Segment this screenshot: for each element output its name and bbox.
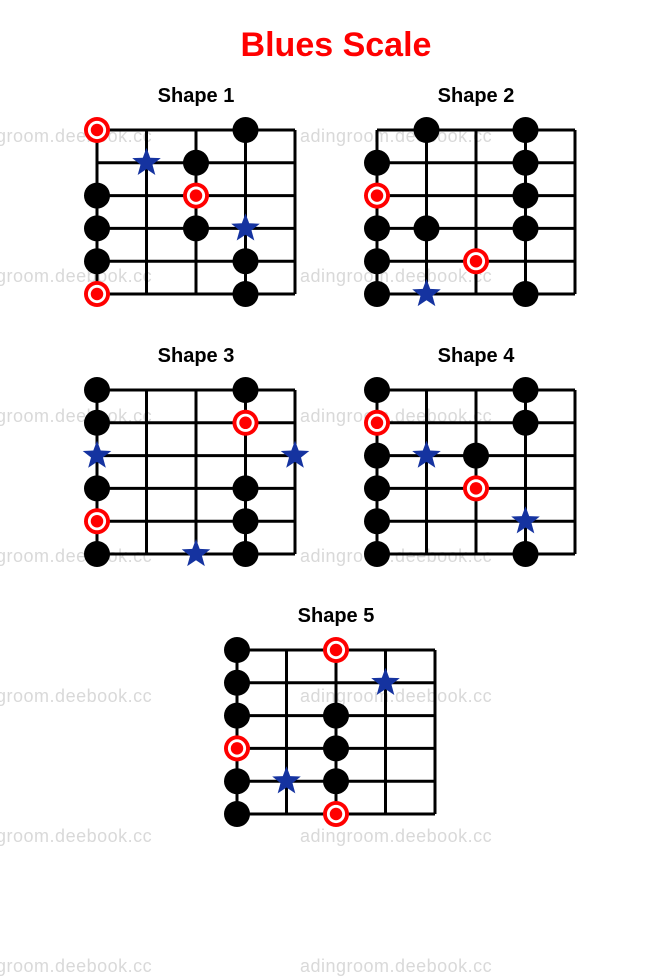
note-dot — [224, 670, 250, 696]
root-note-dot — [91, 515, 103, 527]
note-dot — [463, 443, 489, 469]
note-dot — [233, 541, 259, 567]
note-dot — [364, 150, 390, 176]
note-dot — [364, 281, 390, 307]
shape-title: Shape 2 — [438, 85, 515, 108]
root-note-dot — [239, 417, 251, 429]
note-dot — [84, 183, 110, 209]
note-dot — [233, 248, 259, 274]
note-dot — [513, 117, 539, 143]
fretboard — [361, 374, 591, 575]
note-dot — [84, 541, 110, 567]
note-dot — [364, 377, 390, 403]
note-dot — [323, 735, 349, 761]
note-dot — [364, 541, 390, 567]
note-dot — [224, 703, 250, 729]
note-dot — [513, 183, 539, 209]
note-dot — [84, 377, 110, 403]
fretboard-diagram — [361, 114, 591, 310]
shape-block: Shape 1 — [81, 85, 311, 315]
fretboard-diagram — [81, 114, 311, 310]
shape-title: Shape 5 — [298, 605, 375, 628]
root-note-dot — [371, 189, 383, 201]
shape-block: Shape 4 — [361, 345, 591, 575]
note-dot — [233, 508, 259, 534]
root-note-dot — [91, 124, 103, 136]
shape-title: Shape 1 — [158, 85, 235, 108]
note-dot — [183, 215, 209, 241]
note-dot — [364, 475, 390, 501]
root-note-dot — [470, 255, 482, 267]
note-dot — [364, 508, 390, 534]
note-dot — [364, 215, 390, 241]
note-dot — [513, 150, 539, 176]
note-dot — [224, 801, 250, 827]
note-dot — [414, 215, 440, 241]
root-note-dot — [330, 808, 342, 820]
shape-title: Shape 3 — [158, 345, 235, 368]
note-dot — [364, 443, 390, 469]
note-dot — [323, 703, 349, 729]
note-dot — [84, 475, 110, 501]
note-dot — [513, 281, 539, 307]
shape-block: Shape 5 — [221, 605, 451, 835]
shapes-grid: Shape 1 Shape 2 Shape 3 Shape 4 Shape 5 — [0, 65, 672, 835]
note-dot — [513, 410, 539, 436]
note-dot — [233, 117, 259, 143]
fretboard — [361, 114, 591, 315]
root-note-dot — [470, 482, 482, 494]
note-dot — [233, 281, 259, 307]
fretboard-diagram — [81, 374, 311, 570]
note-dot — [323, 768, 349, 794]
watermark-text: adingroom.deebook.cc — [300, 956, 492, 977]
note-dot — [183, 150, 209, 176]
fretboard — [81, 114, 311, 315]
note-dot — [233, 475, 259, 501]
note-dot — [233, 377, 259, 403]
note-dot — [364, 248, 390, 274]
blue-note-star — [412, 279, 441, 306]
fretboard — [81, 374, 311, 575]
shape-title: Shape 4 — [438, 345, 515, 368]
fretboard — [221, 634, 451, 835]
note-dot — [84, 248, 110, 274]
fretboard-diagram — [361, 374, 591, 570]
note-dot — [84, 215, 110, 241]
note-dot — [513, 541, 539, 567]
root-note-dot — [91, 288, 103, 300]
fretboard-diagram — [221, 634, 451, 830]
note-dot — [513, 377, 539, 403]
watermark-text: adingroom.deebook.cc — [0, 956, 152, 977]
note-dot — [224, 637, 250, 663]
root-note-dot — [190, 189, 202, 201]
shape-block: Shape 2 — [361, 85, 591, 315]
root-note-dot — [231, 742, 243, 754]
root-note-dot — [371, 417, 383, 429]
root-note-dot — [330, 644, 342, 656]
shape-block: Shape 3 — [81, 345, 311, 575]
note-dot — [513, 215, 539, 241]
note-dot — [84, 410, 110, 436]
blue-note-star — [182, 539, 211, 566]
note-dot — [414, 117, 440, 143]
page-title: Blues Scale — [0, 26, 672, 65]
note-dot — [224, 768, 250, 794]
